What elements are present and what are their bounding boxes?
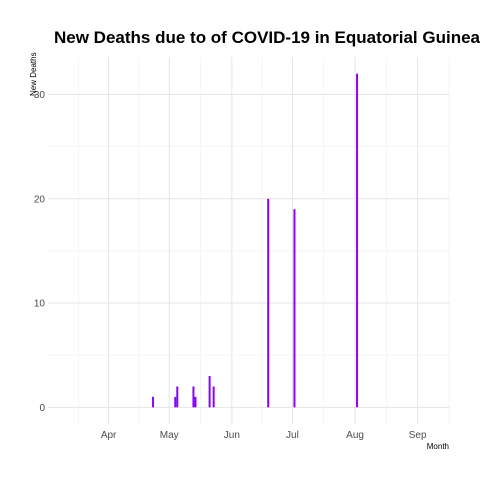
bar [356, 73, 359, 408]
bar [174, 396, 177, 408]
x-tick-label: Jul [286, 430, 299, 441]
x-tick-label: May [160, 430, 179, 441]
bar [194, 396, 197, 408]
bar [152, 396, 155, 408]
y-tick-label: 10 [34, 299, 46, 310]
bar [208, 376, 211, 408]
bar [192, 386, 195, 408]
x-tick-label: Apr [101, 430, 117, 441]
grid [48, 57, 450, 424]
y-axis-label: New Deaths [29, 52, 38, 96]
x-tick-label: Aug [346, 430, 364, 441]
y-tick-label: 20 [34, 194, 46, 205]
x-axis-label: Month [427, 442, 449, 451]
bar [267, 198, 270, 408]
y-tick-label: 0 [39, 403, 45, 414]
y-axis-ticks: 0 10 20 30 [34, 90, 46, 414]
x-tick-label: Jun [224, 430, 240, 441]
bar [176, 386, 179, 408]
x-tick-label: Sep [409, 430, 427, 441]
bar [293, 209, 296, 408]
x-axis-ticks: Apr May Jun Jul Aug Sep [101, 430, 427, 441]
bar [212, 386, 215, 408]
bars [152, 73, 359, 408]
chart-title: New Deaths due to of COVID-19 in Equator… [54, 28, 480, 47]
y-tick-label: 30 [34, 90, 46, 101]
